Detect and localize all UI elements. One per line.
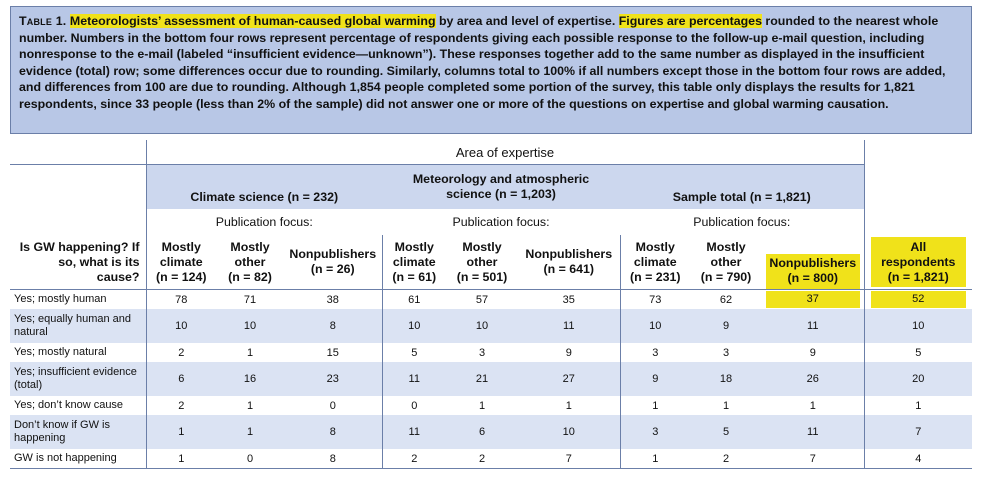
row-label: Don’t know if GW is happening [14, 419, 110, 444]
group-meteorology-title: Meteorology and atmospheric science (n =… [412, 172, 590, 201]
pub-focus-meteorology: Publication focus: [452, 215, 550, 229]
row-label: Yes; mostly human [14, 293, 107, 305]
group-meteorology: Meteorology and atmospheric science (n =… [382, 165, 620, 210]
col-header: Mostly other (n = 790) [690, 235, 762, 290]
pub-focus-sample-total: Publication focus: [620, 209, 865, 235]
col-header: Mostly climate (n = 61) [381, 235, 446, 290]
caption-highlight-percentages: Figures are percentages [618, 14, 762, 28]
row-label: Yes; mostly natural [14, 346, 107, 358]
col-header-nonpublishers-total: Nonpublishers (n = 800) [762, 235, 864, 290]
row-label: Yes; insufficient evidence (total) [14, 366, 137, 391]
col-header: Mostly climate (n = 124) [145, 235, 216, 290]
table-caption: Table 1. Meteorologists’ assessment of h… [10, 6, 972, 134]
expertise-table: Area of expertise Climate science (n = 2… [10, 140, 972, 469]
col-header: Mostly climate (n = 231) [619, 235, 690, 290]
row-label: GW is not happening [10, 449, 146, 469]
row-label: Yes; equally human and natural [14, 313, 132, 338]
group-climate-science: Climate science (n = 232) [145, 164, 382, 209]
row-header-question: Is GW happening? If so, what is its caus… [10, 235, 146, 290]
row-label: Yes; don’t know cause [14, 399, 124, 411]
caption-text-1: by area and level of expertise. [435, 14, 619, 28]
col-header: Mostly other (n = 82) [216, 235, 284, 290]
cell-highlight: 37 [762, 290, 864, 310]
area-of-expertise-header: Area of expertise [145, 140, 865, 165]
table-row: Yes; mostly human 78 71 38 61 57 35 73 62 37 … [10, 289, 972, 310]
caption-label: Table 1. [19, 14, 67, 28]
col-header: Mostly other (n = 501) [446, 235, 518, 290]
row-header-text: Is GW happening? If so, what is its caus… [19, 239, 140, 284]
caption-text-2: rounded to the nearest whole number. Num… [19, 14, 946, 111]
caption-highlight-title: Meteorologists’ assessment of human-caus… [69, 14, 436, 28]
table-row: Yes; insufficient evidence (total) 6 16 23… [10, 362, 972, 396]
col-header-all-respondents: All respondents (n = 1,821) [863, 235, 972, 290]
table-row: Yes; equally human and natural 10 10 8 10 1… [10, 309, 972, 343]
col-header: Nonpublishers (n = 641) [518, 235, 620, 290]
group-sample-total: Sample total (n = 1,821) [620, 164, 865, 209]
col-header: Nonpublishers (n = 26) [284, 235, 382, 290]
cell-highlight: 52 [863, 289, 972, 309]
pub-focus-climate: Publication focus: [145, 209, 382, 235]
